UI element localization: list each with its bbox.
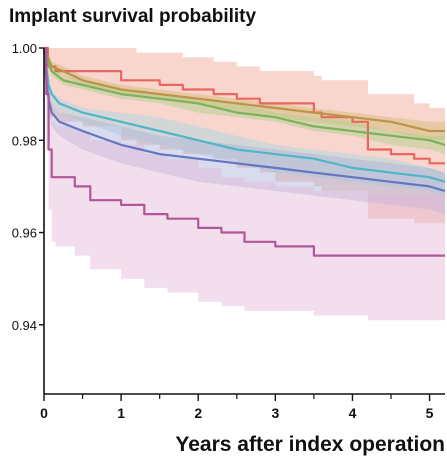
series-6-curve [44,46,445,257]
x-tick-label: 0 [40,405,48,421]
series-5-curve [42,47,446,193]
x-axis-label: Years after index operation [175,433,445,456]
series-5-ci-band [44,48,445,215]
x-tick-label: 1 [117,405,125,421]
x-tick-label: 5 [426,405,434,421]
series-3-curve [42,47,446,146]
y-tick-label: 0.96 [12,226,37,241]
series-2-curve [42,47,445,133]
series-4-ci-band [44,48,445,196]
series-4-curve [42,47,446,183]
x-tick-label: 3 [271,405,279,421]
x-tick-label: 4 [349,405,357,421]
x-tick-label: 2 [194,405,202,421]
series-3-ci-band [44,48,445,155]
series-6-ci-band [44,48,445,321]
axes [43,48,445,395]
y-tick-label: 1.00 [12,41,37,56]
y-ticks: 1.00 0.98 0.96 0.94 [12,41,44,333]
survival-curves [42,46,446,257]
chart-title: Implant survival probability [9,6,257,27]
confidence-bands [44,48,445,321]
y-tick-label: 0.98 [12,133,37,148]
series-1-curve [44,46,445,165]
x-ticks: 0 1 2 3 4 5 [40,394,434,421]
y-tick-label: 0.94 [12,318,37,333]
